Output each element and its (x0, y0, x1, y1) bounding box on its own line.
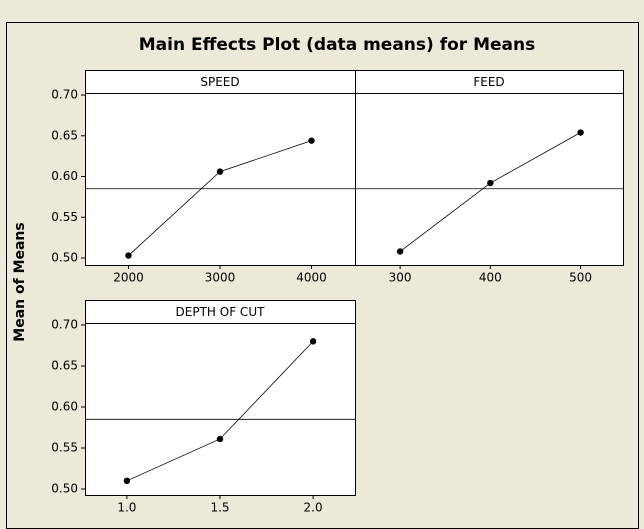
y-tick-label: 0.70 (51, 317, 78, 331)
panel-title: FEED (473, 75, 504, 89)
y-tick-label: 0.65 (51, 358, 78, 372)
x-tick-label: 3000 (205, 271, 236, 285)
y-axis-label: Mean of Means (12, 222, 28, 341)
panel (85, 70, 356, 266)
point (487, 179, 494, 187)
point (396, 248, 404, 255)
point (123, 477, 131, 485)
point (125, 252, 132, 259)
x-tick-label: 2000 (113, 271, 144, 285)
y-tick-label: 0.55 (51, 210, 78, 224)
panel (355, 70, 624, 266)
point (577, 129, 584, 136)
y-tick-label: 0.70 (51, 88, 78, 102)
x-tick-label: 500 (569, 271, 592, 285)
point (216, 435, 224, 443)
y-tick-label: 0.65 (51, 128, 78, 142)
x-tick-label: 4000 (296, 271, 327, 285)
chart-title: Main Effects Plot (data means) for Means (139, 35, 535, 55)
y-tick-label: 0.50 (51, 250, 78, 264)
x-tick-label: 1.0 (117, 501, 136, 515)
y-tick-label: 0.60 (51, 399, 78, 413)
point (216, 168, 224, 175)
panel-title: DEPTH OF CUT (176, 305, 266, 319)
y-tick-label: 0.55 (51, 441, 78, 455)
x-tick-label: 1.5 (210, 501, 229, 515)
y-tick-label: 0.50 (51, 482, 78, 496)
x-tick-label: 300 (389, 271, 412, 285)
point (309, 338, 317, 345)
panel (85, 300, 356, 496)
y-tick-label: 0.60 (51, 169, 78, 183)
x-tick-label: 400 (479, 271, 502, 285)
point (308, 137, 315, 144)
x-tick-label: 2.0 (304, 501, 323, 515)
panel-title: SPEED (200, 75, 239, 89)
